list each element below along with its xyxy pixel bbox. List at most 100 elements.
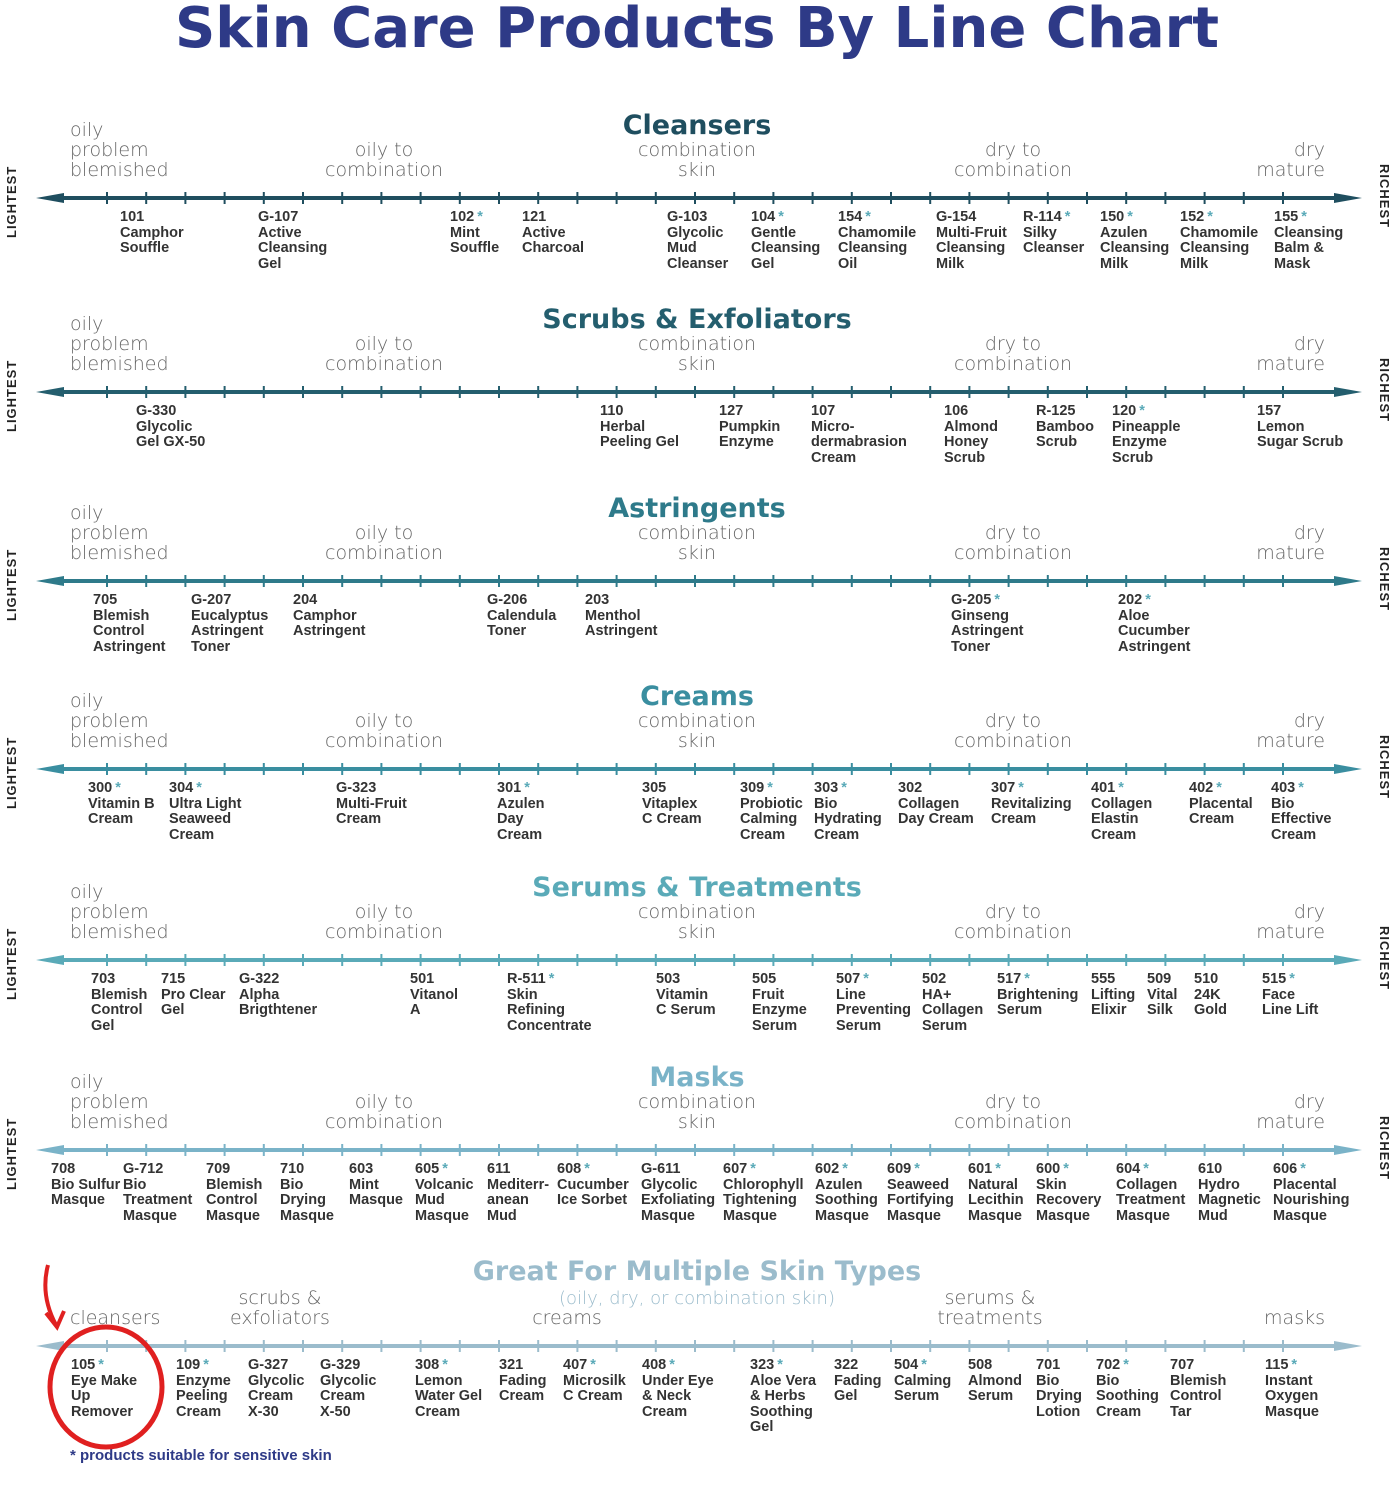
product-code: 509 — [1147, 971, 1172, 987]
product-name: Line Preventing Serum — [836, 986, 911, 1034]
product-name: Vitamin B Cream — [88, 795, 155, 827]
product-item: 508 Almond Serum — [968, 1357, 1022, 1405]
sensitive-skin-star-icon: * — [1143, 1161, 1149, 1177]
highlight-circle-arrow-icon — [43, 1264, 165, 1450]
product-code: R-125 — [1036, 403, 1076, 419]
product-name: Glycolic Mud Cleanser — [667, 224, 729, 272]
product-name: 24K Gold — [1194, 986, 1228, 1018]
label-cleansers: cleansers — [70, 1307, 161, 1329]
product-code: 402 — [1189, 780, 1214, 796]
product-item: 321 Fading Cream — [499, 1357, 547, 1405]
product-item: 127 Pumpkin Enzyme — [719, 403, 780, 451]
product-name: Microsilk C Cream — [563, 1372, 626, 1404]
label-oily: oily problem blemished — [70, 881, 169, 943]
product-name: Chamomile Cleansing Milk — [1180, 224, 1259, 272]
product-code: 323 — [750, 1357, 775, 1373]
product-code: G-323 — [336, 780, 377, 796]
sensitive-skin-star-icon: * — [196, 780, 202, 796]
product-name: Collagen Treatment Masque — [1116, 1176, 1186, 1224]
arrow-right-icon — [1334, 1341, 1362, 1351]
product-code: 502 — [922, 971, 947, 987]
product-code: G-206 — [487, 592, 528, 608]
product-code: G-205 — [951, 592, 992, 608]
product-code: 702 — [1096, 1357, 1121, 1373]
label-oily: oily problem blemished — [70, 690, 169, 752]
arrow-left-icon — [36, 1341, 64, 1351]
product-name: Revitalizing Cream — [991, 795, 1072, 827]
product-code: G-327 — [248, 1357, 289, 1373]
sensitive-skin-star-icon: * — [1298, 780, 1304, 796]
product-code: 510 — [1194, 971, 1219, 987]
product-item: 509 Vital Silk — [1147, 971, 1177, 1019]
label-oily-to-combination: oily to combination — [325, 139, 443, 181]
product-item: 307 * Revitalizing Cream — [991, 780, 1072, 828]
label-dry-to-combination: dry to combination — [954, 901, 1072, 943]
product-name: Face Line Lift — [1262, 986, 1319, 1018]
label-dry-to-combination: dry to combination — [954, 710, 1072, 752]
product-item: 602 * Azulen Soothing Masque — [815, 1161, 878, 1224]
product-item: 323 * Aloe Vera & Herbs Soothing Gel — [750, 1357, 817, 1436]
product-code: G-611 — [641, 1161, 681, 1177]
label-masks: masks — [1264, 1307, 1325, 1329]
sensitive-skin-star-icon: * — [841, 780, 847, 796]
sensitive-skin-star-icon: * — [203, 1357, 209, 1373]
product-code: 507 — [836, 971, 861, 987]
sensitive-skin-star-icon: * — [1289, 971, 1295, 987]
sensitive-skin-star-icon: * — [1291, 1357, 1298, 1373]
product-name: Bio Sulfur Masque — [51, 1176, 121, 1208]
product-code: 202 — [1118, 592, 1143, 608]
product-item: 605 * Volcanic Mud Masque — [415, 1161, 474, 1224]
label-dry-mature: dry mature — [1256, 139, 1325, 181]
product-code: 601 — [968, 1161, 993, 1177]
product-code: 401 — [1091, 780, 1116, 796]
product-name: Vitaplex C Cream — [642, 795, 702, 827]
sensitive-skin-star-icon: * — [98, 1357, 104, 1373]
product-item: 309 * Probiotic Calming Cream — [740, 780, 803, 843]
product-code: 707 — [1170, 1357, 1195, 1373]
product-item: 608 * Cucumber Ice Sorbet — [557, 1161, 629, 1209]
arrow-right-icon — [1334, 955, 1362, 965]
sensitive-skin-star-icon: * — [1123, 1357, 1129, 1373]
product-code: 303 — [814, 780, 839, 796]
product-name: Skin Refining Concentrate — [507, 986, 592, 1034]
product-name: Azulen Soothing Masque — [815, 1176, 878, 1224]
product-item: 150 * Azulen Cleansing Milk — [1100, 209, 1169, 272]
product-code: 203 — [585, 592, 610, 608]
product-name: Bio Drying Lotion — [1036, 1372, 1082, 1420]
product-item: R-125 Bamboo Scrub — [1036, 403, 1094, 451]
product-name: Mint Souffle — [450, 224, 500, 256]
product-item: 505 Fruit Enzyme Serum — [752, 971, 807, 1034]
label-oily: oily problem blemished — [70, 119, 169, 181]
product-name: Bio Effective Cream — [1271, 795, 1332, 843]
product-name: Aloe Cucumber Astringent — [1118, 607, 1191, 655]
arrow-left-icon — [36, 387, 64, 397]
sensitive-skin-star-icon: * — [669, 1357, 675, 1373]
product-name: Seaweed Fortifying Masque — [887, 1176, 954, 1224]
product-name: Blemish Control Masque — [206, 1176, 263, 1224]
arrow-right-icon — [1334, 576, 1362, 586]
product-item: R-114 * Silky Cleanser — [1023, 209, 1084, 257]
product-name: Volcanic Mud Masque — [415, 1176, 474, 1224]
product-item: 609 * Seaweed Fortifying Masque — [887, 1161, 954, 1224]
product-code: 105 — [71, 1357, 96, 1373]
sensitive-skin-star-icon: * — [777, 1357, 783, 1373]
label-dry-to-combination: dry to combination — [954, 1091, 1072, 1133]
product-item: G-103 Glycolic Mud Cleanser — [667, 209, 729, 272]
sensitive-skin-star-icon: * — [778, 209, 784, 225]
product-item: G-322 Alpha Brigthtener — [239, 971, 317, 1019]
product-name: Aloe Vera & Herbs Soothing Gel — [750, 1372, 817, 1435]
product-code: G-322 — [239, 971, 280, 987]
product-code: 503 — [656, 971, 681, 987]
product-item: 510 24K Gold — [1194, 971, 1228, 1019]
product-code: 302 — [898, 780, 923, 796]
label-oily-to-combination: oily to combination — [325, 333, 443, 375]
product-item: 407 * Microsilk C Cream — [563, 1357, 626, 1405]
product-code: 157 — [1257, 403, 1282, 419]
product-item: 702 * Bio Soothing Cream — [1096, 1357, 1159, 1420]
product-code: G-712 — [123, 1161, 164, 1177]
product-code: 152 — [1180, 209, 1205, 225]
product-name: Vitamin C Serum — [656, 986, 716, 1018]
product-item: G-330 Glycolic Gel GX-50 — [136, 403, 205, 451]
product-name: Almond Honey Scrub — [944, 418, 998, 466]
sensitive-skin-star-icon: * — [1118, 780, 1124, 796]
